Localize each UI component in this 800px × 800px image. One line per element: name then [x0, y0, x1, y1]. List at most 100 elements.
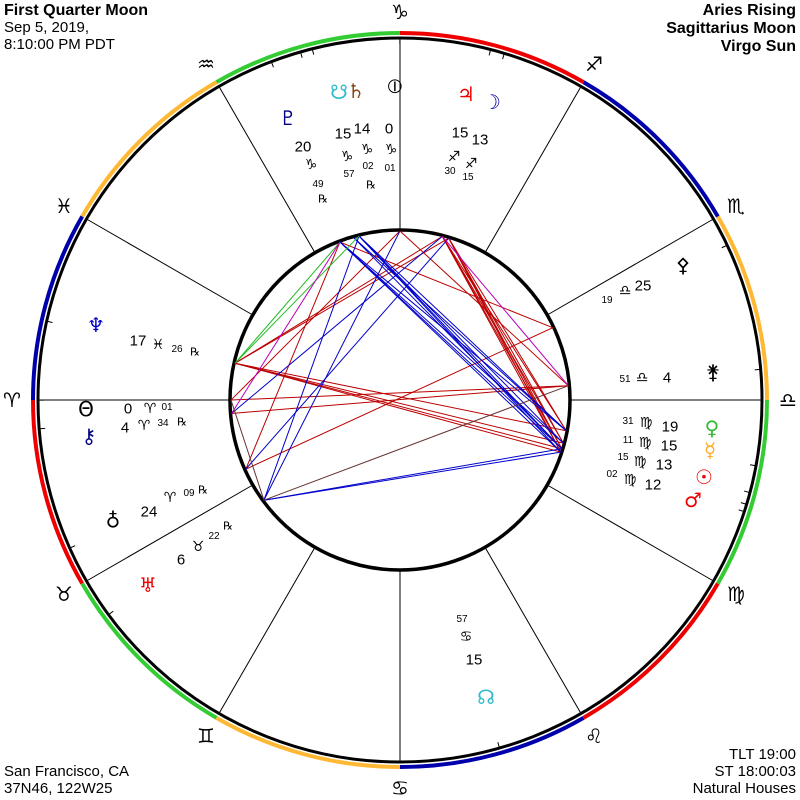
south-node-degree: 15: [334, 125, 352, 143]
position-tick-juno: [754, 368, 762, 371]
juno-degree: 4: [662, 369, 672, 387]
mercury-degree: 15: [660, 437, 678, 455]
eris-minutes: 09: [183, 488, 195, 499]
element-arc-libra: [716, 215, 769, 401]
sun-minutes: 15: [617, 452, 629, 463]
position-tick-pallas: [721, 244, 729, 249]
sun-sign-icon: ♍: [633, 454, 647, 470]
pallas-minutes: 19: [601, 295, 613, 306]
ascendant-sign-icon: ♈: [143, 401, 157, 417]
ascendant-icon: Θ: [78, 397, 94, 421]
eris-degree: 24: [140, 503, 158, 521]
juno-icon: ⚵: [705, 360, 721, 384]
aquarius-sign-glyph: ♒: [197, 51, 215, 76]
ascendant-minutes: 01: [161, 402, 173, 413]
aspect-line-minor: [263, 385, 569, 501]
pallas-degree: 25: [634, 277, 652, 295]
saturn-degree: 14: [353, 120, 371, 138]
aspect-line-trine: [263, 230, 401, 501]
moon-sign: Sagittarius Moon: [666, 20, 796, 37]
mars-degree: 12: [644, 476, 662, 494]
element-arc-cancer: [399, 716, 585, 769]
element-arc-aquarius: [80, 80, 218, 218]
position-tick-sun: [740, 502, 748, 506]
house-cusp-line: [218, 86, 316, 254]
aspect-line-square: [448, 237, 567, 432]
aspect-line-trine: [353, 237, 567, 432]
location-name: San Francisco, CA: [4, 763, 130, 780]
libra-sign-glyph: ♎: [779, 388, 797, 412]
jupiter-sign-icon: ♐: [447, 149, 461, 165]
position-tick-pluto: [270, 60, 274, 68]
aspect-line-square: [245, 327, 553, 470]
jupiter-icon: ♃: [457, 82, 475, 106]
aspect-line-square: [230, 230, 401, 401]
juno-minutes: 51: [619, 374, 631, 385]
mercury-icon: ☿: [703, 438, 717, 462]
saturn-icon: ♄: [347, 79, 365, 103]
mercury-minutes: 11: [622, 435, 634, 446]
position-tick-neptune: [45, 320, 53, 324]
aspect-line-trine: [263, 448, 562, 501]
aspect-line-trine: [263, 451, 561, 501]
position-tick-mars: [738, 509, 746, 513]
neptune-sign-icon: ♓: [151, 337, 165, 353]
position-tick-saturn: [311, 47, 315, 55]
aspect-line-quincunx: [231, 241, 341, 414]
rising-sign: Aries Rising: [702, 2, 796, 19]
position-tick-uranus: [107, 610, 114, 616]
local-time: TLT 19:00: [729, 746, 796, 763]
aspect-line-square: [231, 385, 569, 414]
saturn-minutes: 02: [362, 161, 374, 172]
aspect-line-trine: [245, 237, 450, 470]
position-tick-south_node: [299, 50, 303, 58]
aspect-line-square: [448, 237, 564, 444]
pluto-icon: ♇: [279, 106, 297, 130]
sidereal-time: ST 18:00:03: [714, 763, 796, 780]
sun-icon: ☉: [695, 465, 713, 489]
mercury-sign-icon: ♍: [638, 435, 652, 451]
house-cusp-line: [546, 218, 714, 316]
south-node-icon: ☋: [330, 80, 348, 104]
ascendant-degree: 0: [123, 400, 133, 418]
pluto-sign-icon: ♑: [304, 157, 318, 173]
chart-title: First Quarter Moon: [4, 2, 149, 19]
aspect-line-square: [230, 385, 569, 401]
chiron-degree: 4: [120, 419, 130, 437]
position-tick-mercury: [744, 490, 752, 494]
aspect-line-square: [441, 236, 567, 432]
aspect-line-minor: [230, 399, 265, 501]
element-arc-taurus: [80, 582, 218, 720]
neptune-degree: 17: [129, 332, 147, 350]
position-tick-venus: [749, 464, 758, 467]
aspect-line-trine: [231, 236, 443, 414]
pallas-icon: ⚴: [675, 253, 691, 277]
cancer-sign-glyph: ♋: [391, 776, 409, 800]
aspect-line-trine: [339, 241, 563, 450]
position-tick-chiron: [38, 427, 46, 430]
pluto-degree: 20: [294, 138, 312, 156]
element-arc-pisces: [31, 215, 84, 401]
taurus-sign-glyph: ♉: [55, 582, 73, 606]
sagittarius-sign-glyph: ♐: [585, 51, 603, 76]
aspect-line-trine: [358, 235, 567, 432]
pisces-sign-glyph: ♓: [55, 194, 73, 218]
chart-summary: Aries Rising Sagittarius Moon Virgo Sun: [666, 2, 796, 56]
moon-icon: ☽: [483, 90, 501, 114]
chart-time: 8:10:00 PM PDT: [4, 36, 115, 53]
sun-degree: 13: [655, 456, 673, 474]
eris-sign-icon: ♈: [163, 490, 177, 506]
aries-sign-glyph: ♈: [3, 388, 21, 412]
saturn-sign-icon: ♑: [360, 142, 374, 158]
juno-sign-icon: ♎: [635, 370, 649, 386]
element-arc-capricorn: [215, 31, 401, 84]
aspect-line-square: [234, 362, 561, 453]
mars-sign-icon: ♍: [623, 472, 637, 488]
capricorn-sign-glyph: ♑: [391, 0, 409, 24]
element-arc-sagittarius: [399, 31, 585, 84]
leo-sign-glyph: ♌: [585, 724, 603, 749]
house-cusp-line: [484, 546, 582, 714]
venus-icon: ♀: [704, 416, 720, 440]
location-info: San Francisco, CA 37N46, 122W25: [4, 763, 129, 797]
